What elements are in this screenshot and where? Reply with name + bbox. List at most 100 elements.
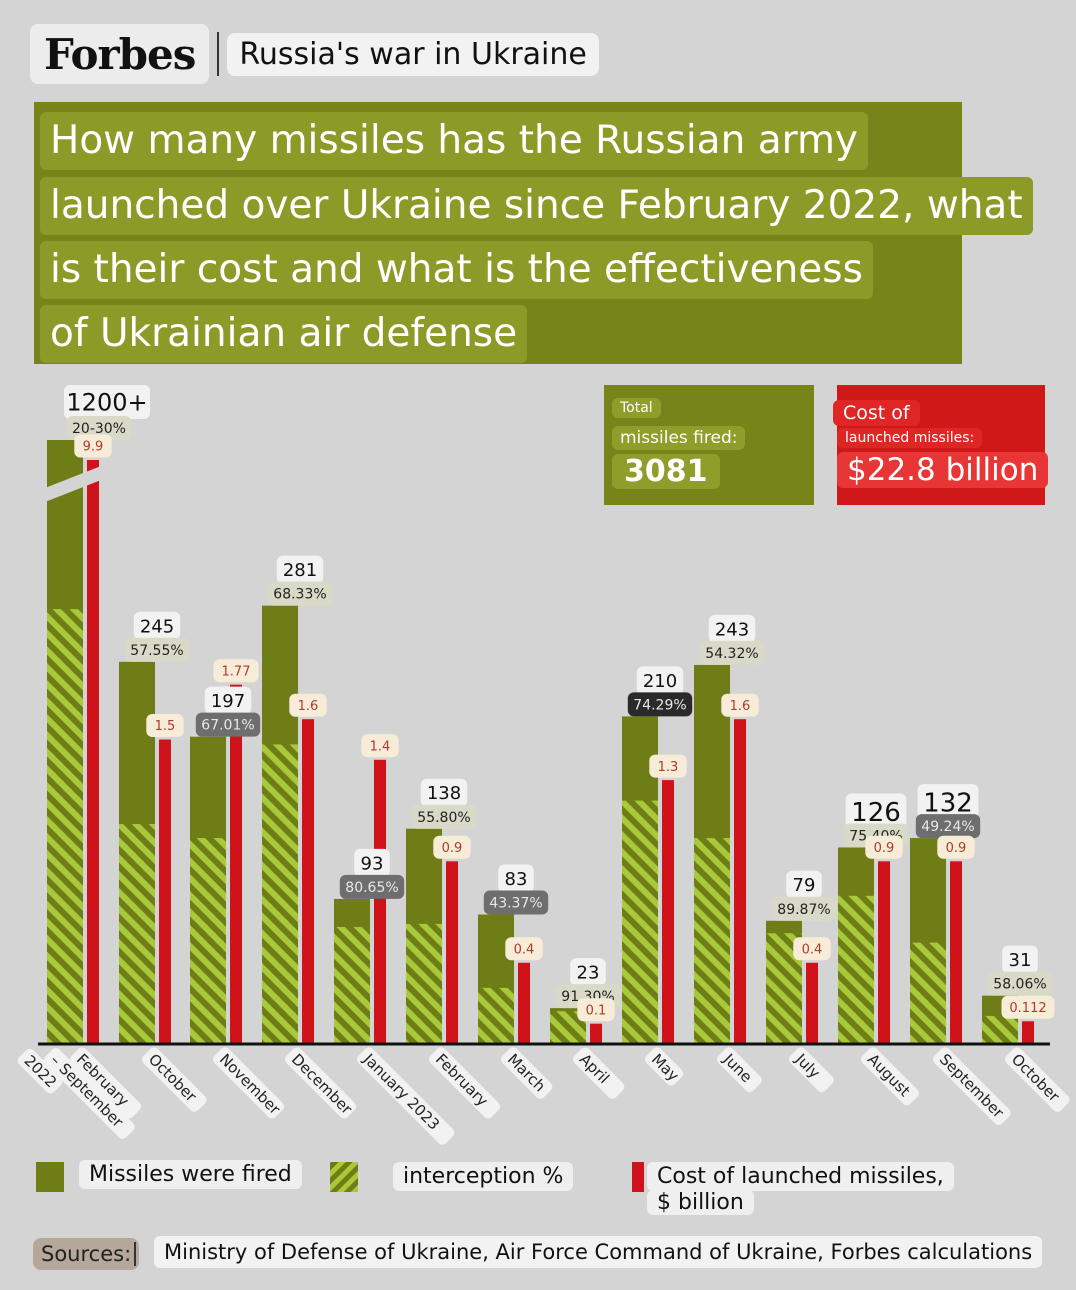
cost-value-label: 0.1 bbox=[577, 998, 615, 1022]
interception-value-label: 49.24% bbox=[915, 814, 981, 839]
missiles-value-label: 23 bbox=[570, 958, 606, 987]
header-separator bbox=[217, 32, 220, 76]
section-title: Russia's war in Ukraine bbox=[227, 32, 599, 76]
category-label: October bbox=[1005, 1047, 1070, 1112]
interception-value-label: 74.29% bbox=[627, 692, 693, 717]
interception-bar bbox=[47, 609, 83, 1044]
chart-title-line-4: of Ukrainian air defense bbox=[40, 305, 528, 363]
cost-bar bbox=[590, 1023, 602, 1044]
interception-bar bbox=[406, 923, 442, 1044]
interception-value-label: 67.01% bbox=[195, 712, 261, 737]
category-label: February bbox=[429, 1047, 501, 1119]
interception-value-label: 80.65% bbox=[339, 874, 405, 899]
cost-value-label: 0.9 bbox=[433, 835, 471, 859]
svg-text:9.9: 9.9 bbox=[83, 440, 104, 455]
interception-bar bbox=[478, 987, 514, 1044]
svg-text:43.37%: 43.37% bbox=[489, 896, 542, 912]
cost-value-label: 0.9 bbox=[937, 835, 975, 859]
cost-value-label: 0.4 bbox=[505, 937, 543, 961]
chart-title-line-3: is their cost and what is the effectiven… bbox=[40, 241, 873, 299]
cost-bar bbox=[518, 962, 530, 1044]
svg-text:31: 31 bbox=[1009, 950, 1032, 971]
cost-value-label: 1.77 bbox=[213, 659, 259, 683]
svg-text:0.9: 0.9 bbox=[874, 841, 895, 856]
missiles-value-label: 83 bbox=[498, 864, 534, 893]
svg-text:0.4: 0.4 bbox=[802, 942, 823, 957]
category-label: November bbox=[213, 1047, 284, 1119]
cost-bar bbox=[374, 759, 386, 1044]
missiles-value-label: 281 bbox=[276, 555, 324, 584]
svg-text:1.5: 1.5 bbox=[155, 719, 176, 734]
chart-title-line-2: launched over Ukraine since February 202… bbox=[40, 177, 1033, 235]
category-label: June bbox=[717, 1047, 762, 1093]
svg-text:October: October bbox=[145, 1050, 201, 1106]
category-label: October bbox=[142, 1047, 207, 1112]
svg-text:0.9: 0.9 bbox=[442, 841, 463, 856]
svg-text:57.55%: 57.55% bbox=[130, 643, 183, 659]
category-label: December bbox=[285, 1047, 356, 1119]
cost-value-label: 1.4 bbox=[361, 734, 399, 758]
forbes-logo: Forbes bbox=[30, 24, 210, 84]
svg-text:210: 210 bbox=[643, 671, 677, 692]
missiles-value-label: 93 bbox=[354, 848, 390, 877]
interception-value-label: 57.55% bbox=[124, 637, 190, 662]
interception-value-label: 43.37% bbox=[483, 890, 549, 915]
total-label-2: missiles fired: bbox=[612, 426, 746, 450]
interception-value-label: 58.06% bbox=[987, 971, 1053, 996]
svg-text:February: February bbox=[432, 1050, 492, 1110]
svg-text:October: October bbox=[1008, 1050, 1064, 1106]
legend-missiles-label: Missiles were fired bbox=[79, 1160, 302, 1189]
cost-bar bbox=[878, 861, 890, 1044]
svg-text:49.24%: 49.24% bbox=[921, 819, 974, 835]
svg-text:1.6: 1.6 bbox=[730, 699, 751, 714]
total-cost-value: $22.8 billion bbox=[837, 452, 1049, 488]
svg-text:1200+: 1200+ bbox=[66, 389, 147, 417]
cost-bar bbox=[159, 739, 171, 1044]
missiles-value-label: 245 bbox=[133, 611, 181, 640]
interception-value-label: 89.87% bbox=[771, 896, 837, 921]
svg-text:89.87%: 89.87% bbox=[777, 902, 830, 918]
svg-text:23: 23 bbox=[577, 963, 600, 984]
chart-bars bbox=[45, 440, 1034, 1044]
interception-bar bbox=[190, 838, 226, 1044]
svg-text:September: September bbox=[936, 1050, 1008, 1122]
svg-text:December: December bbox=[288, 1050, 356, 1118]
svg-text:197: 197 bbox=[211, 691, 245, 712]
interception-value-label: 54.32% bbox=[699, 640, 765, 665]
category-label: July bbox=[789, 1047, 834, 1093]
svg-text:79: 79 bbox=[793, 875, 816, 896]
missiles-value-label: 243 bbox=[708, 614, 756, 643]
category-label: August bbox=[861, 1047, 919, 1106]
missiles-value-label: 132 bbox=[917, 784, 979, 821]
interception-bar bbox=[262, 744, 298, 1044]
interception-bar bbox=[119, 824, 155, 1044]
sources-label: Sources: bbox=[33, 1238, 140, 1270]
cost-bar bbox=[87, 460, 99, 1044]
cost-value-label: 1.3 bbox=[649, 754, 687, 778]
legend-missiles-swatch bbox=[36, 1162, 64, 1192]
cost-bar bbox=[806, 962, 818, 1044]
interception-bar bbox=[910, 942, 946, 1044]
cost-bar bbox=[662, 780, 674, 1044]
svg-text:93: 93 bbox=[361, 853, 384, 874]
missiles-value-label: 79 bbox=[786, 870, 822, 899]
cost-value-label: 0.112 bbox=[1001, 995, 1055, 1019]
svg-text:0.9: 0.9 bbox=[946, 841, 967, 856]
category-label: September bbox=[933, 1047, 1011, 1126]
svg-text:245: 245 bbox=[140, 616, 174, 637]
missiles-value-label: 126 bbox=[845, 793, 907, 830]
cost-value-label: 1.6 bbox=[721, 693, 759, 717]
cost-value-label: 1.5 bbox=[146, 714, 184, 737]
missiles-value-label: 197 bbox=[204, 686, 252, 715]
legend-cost-label-1: Cost of launched missiles, bbox=[647, 1162, 954, 1191]
svg-text:November: November bbox=[216, 1050, 284, 1118]
missiles-value-label: 31 bbox=[1002, 945, 1038, 974]
legend-cost-label-2: $ billion bbox=[647, 1190, 754, 1215]
svg-text:0.4: 0.4 bbox=[514, 942, 535, 957]
chart-title-line-1: How many missiles has the Russian army bbox=[40, 112, 869, 170]
svg-text:55.80%: 55.80% bbox=[417, 810, 470, 826]
sources-text: Ministry of Defense of Ukraine, Air Forc… bbox=[154, 1236, 1043, 1268]
cost-bar bbox=[950, 861, 962, 1044]
svg-text:1.3: 1.3 bbox=[658, 760, 679, 775]
